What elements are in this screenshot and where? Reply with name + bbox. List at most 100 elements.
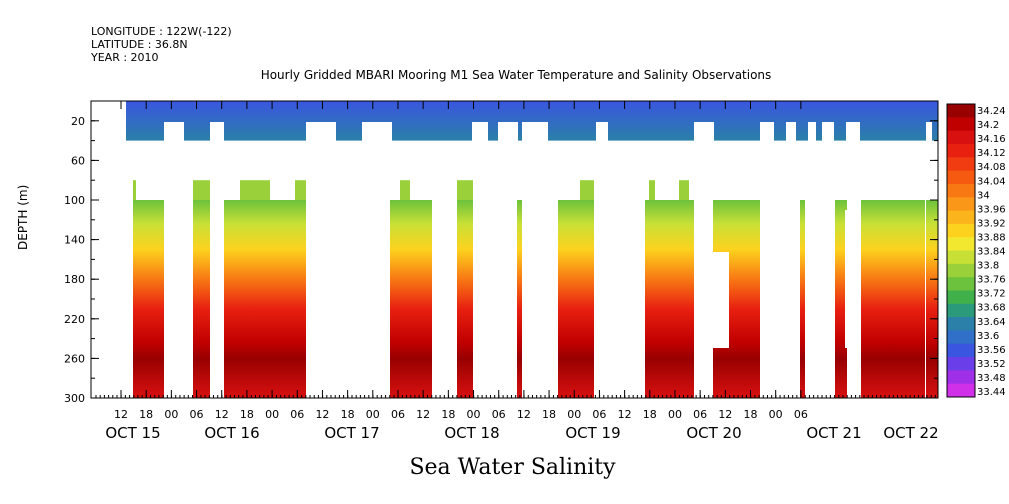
colorbar-label: 33.84 — [977, 247, 1006, 258]
colorbar-label: 33.8 — [977, 261, 999, 272]
x-date-label: OCT 20 — [686, 424, 741, 442]
colorbar-swatch — [947, 223, 975, 238]
x-date-label: OCT 16 — [204, 424, 259, 442]
colorbar-label: 34.16 — [977, 134, 1006, 145]
colorbar-label: 33.76 — [977, 275, 1006, 286]
y-tick-label: 20 — [71, 115, 85, 128]
colorbar-swatch — [947, 157, 975, 172]
colorbar-swatch — [947, 210, 975, 225]
colorbar-label: 34 — [977, 190, 990, 201]
deep-column-4 — [457, 200, 473, 398]
x-hour-label: 00 — [769, 408, 783, 421]
chart-title: Hourly Gridded MBARI Mooring M1 Sea Wate… — [260, 68, 772, 82]
colorbar-label: 33.6 — [977, 331, 999, 342]
surface-gap-13 — [846, 122, 860, 144]
latitude-label: LATITUDE : 36.8N — [91, 38, 188, 51]
x-date-label: OCT 22 — [883, 424, 938, 442]
colorbar-label: 33.44 — [977, 387, 1006, 398]
surface-gap-6 — [522, 122, 548, 144]
x-hour-label: 00 — [467, 408, 481, 421]
colorbar-swatch — [947, 317, 975, 331]
x-date-label: OCT 19 — [565, 424, 620, 442]
surface-gap-3 — [362, 122, 392, 144]
colorbar-swatch — [947, 303, 975, 318]
colorbar-swatch — [947, 330, 975, 345]
surface-gap-12 — [822, 122, 834, 144]
x-hour-label: 12 — [618, 408, 632, 421]
y-tick-label: 260 — [64, 352, 85, 365]
colorbar-swatch — [947, 263, 975, 278]
colorbar-frame — [946, 103, 976, 398]
colorbar-label: 34.2 — [977, 120, 999, 131]
colorbar-label: 33.64 — [977, 317, 1006, 328]
colorbar-swatch — [947, 343, 975, 358]
surface-gap-10 — [786, 122, 796, 144]
deep-top-1 — [193, 180, 210, 200]
x-hour-label: 06 — [391, 408, 405, 421]
x-hour-label: 12 — [114, 408, 128, 421]
surface-gap-4 — [472, 122, 488, 144]
x-hour-label: 00 — [567, 408, 581, 421]
surface-gap-2 — [306, 122, 336, 144]
deep-column-12 — [926, 200, 938, 398]
colorbar-label: 33.68 — [977, 303, 1006, 314]
x-hour-label: 06 — [693, 408, 707, 421]
deep-column-1 — [193, 200, 210, 398]
colorbar-label: 34.12 — [977, 148, 1006, 159]
x-hour-label: 18 — [240, 408, 254, 421]
plot-frame — [90, 100, 939, 399]
colorbar-swatch — [947, 290, 975, 305]
deep-top-4 — [400, 180, 410, 200]
colorbar-swatch — [947, 370, 975, 385]
x-hour-label: 12 — [517, 408, 531, 421]
x-hour-label: 12 — [416, 408, 430, 421]
colorbar-swatch — [947, 250, 975, 265]
surface-gap-7 — [596, 122, 608, 144]
deep-column-2 — [224, 200, 306, 398]
colorbar-label: 33.52 — [977, 359, 1006, 370]
deep-column-0 — [133, 200, 164, 398]
colorbar-swatch — [947, 104, 975, 118]
y-tick-label: 300 — [64, 392, 85, 405]
colorbar-label: 33.96 — [977, 204, 1006, 215]
deep-column-3 — [390, 200, 432, 398]
x-hour-label: 18 — [139, 408, 153, 421]
y-tick-label: 180 — [64, 273, 85, 286]
colorbar-label: 33.48 — [977, 373, 1006, 384]
colorbar-swatch — [947, 143, 975, 158]
surface-gap-1 — [210, 122, 224, 144]
chart-footer: Sea Water Salinity — [409, 455, 616, 480]
x-hour-label: 00 — [668, 408, 682, 421]
deep-column-5 — [517, 200, 522, 398]
deep-top-6 — [580, 180, 594, 200]
colorbar-label: 34.04 — [977, 176, 1006, 187]
y-tick-label: 100 — [64, 194, 85, 207]
x-hour-label: 06 — [794, 408, 808, 421]
x-hour-label: 00 — [366, 408, 380, 421]
surface-gap-8 — [694, 122, 714, 144]
x-hour-label: 06 — [190, 408, 204, 421]
surface-gap-14 — [926, 122, 932, 144]
y-tick-label: 60 — [71, 154, 85, 167]
deep-column-10 — [835, 200, 847, 398]
deep-top-3 — [295, 180, 306, 200]
colorbar-swatch — [947, 237, 975, 251]
x-hour-label: 00 — [164, 408, 178, 421]
deep-top-7 — [649, 180, 655, 200]
deep-column-6 — [558, 200, 594, 398]
surface-gap-5 — [498, 122, 518, 144]
deep-column-9 — [800, 200, 805, 398]
x-hour-label: 18 — [744, 408, 758, 421]
deep-gap-oct21 — [845, 210, 861, 348]
colorbar-label: 33.92 — [977, 218, 1006, 229]
x-hour-label: 06 — [290, 408, 304, 421]
deep-top-2 — [240, 180, 270, 200]
x-hour-label: 18 — [643, 408, 657, 421]
colorbar-swatch — [947, 183, 975, 198]
surface-gap-11 — [808, 122, 816, 144]
x-hour-label: 06 — [592, 408, 606, 421]
colorbar-swatch — [947, 117, 975, 132]
x-date-label: OCT 15 — [105, 424, 160, 442]
x-hour-label: 12 — [215, 408, 229, 421]
x-hour-label: 12 — [315, 408, 329, 421]
